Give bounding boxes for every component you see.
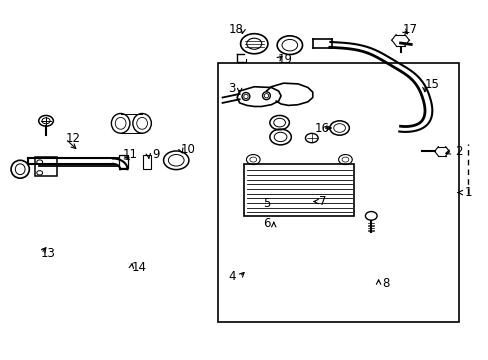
Bar <box>35 157 57 176</box>
Text: 19: 19 <box>277 53 292 66</box>
Text: 2: 2 <box>454 145 462 158</box>
Bar <box>217 63 458 321</box>
Text: 14: 14 <box>131 261 146 274</box>
Text: 18: 18 <box>228 23 243 36</box>
Text: 9: 9 <box>152 148 159 161</box>
Text: 16: 16 <box>314 122 329 135</box>
Text: 13: 13 <box>41 247 56 260</box>
Text: 12: 12 <box>65 132 80 145</box>
Text: 8: 8 <box>382 278 389 291</box>
Bar <box>143 155 151 169</box>
Bar <box>244 164 353 216</box>
Text: 7: 7 <box>318 195 325 208</box>
Text: 5: 5 <box>262 197 269 210</box>
Text: 17: 17 <box>402 23 417 36</box>
Text: 1: 1 <box>464 186 471 199</box>
Text: 3: 3 <box>228 82 236 95</box>
Text: 6: 6 <box>262 216 270 230</box>
Text: 15: 15 <box>424 78 439 91</box>
Text: 11: 11 <box>122 148 137 161</box>
Text: 10: 10 <box>181 143 196 156</box>
Bar <box>119 155 128 168</box>
Text: 4: 4 <box>228 270 236 283</box>
